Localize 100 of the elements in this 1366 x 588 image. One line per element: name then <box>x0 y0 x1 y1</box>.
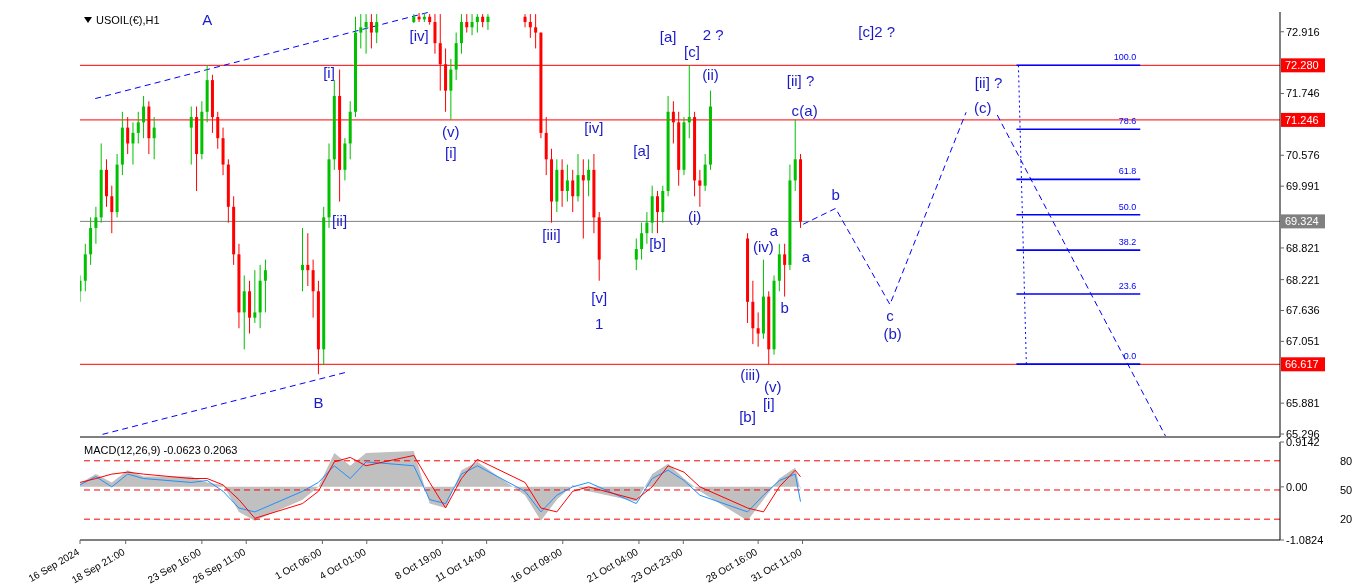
candlestick <box>459 13 463 55</box>
candlestick <box>306 232 310 287</box>
y-tick-label: -1.0824 <box>1286 533 1324 546</box>
annotation: [iii] <box>542 226 561 244</box>
annotation: b <box>831 186 840 204</box>
annotation: [i] <box>445 143 457 161</box>
candlestick <box>698 169 702 208</box>
y-tick-label: 65.881 <box>1286 397 1320 410</box>
annotation: [v] <box>591 289 608 307</box>
candlestick <box>242 274 246 350</box>
candlestick <box>661 185 665 224</box>
candlestick <box>703 153 707 192</box>
annotation: [iv] <box>409 26 429 44</box>
candlestick <box>523 13 527 28</box>
candlestick <box>369 13 373 49</box>
candlestick <box>152 116 156 160</box>
candlestick <box>253 269 257 324</box>
candlestick <box>465 13 469 34</box>
y-tick-label: 68.221 <box>1286 273 1320 286</box>
annotation: [ii] ? <box>974 73 1003 91</box>
candlestick <box>571 169 575 213</box>
y-tick-label: 68.821 <box>1286 241 1320 254</box>
series-label: 0.0 <box>1123 351 1137 362</box>
candlestick <box>263 259 267 313</box>
annotation: 1 <box>595 314 604 332</box>
annotation: (i) <box>687 208 702 226</box>
annotation: [ii] ? <box>786 71 815 89</box>
chart-title: USOIL(€),H1 <box>96 14 160 26</box>
annotation: (c) <box>973 99 992 117</box>
annotation: (ii) <box>702 66 719 84</box>
candlestick <box>449 58 453 121</box>
annotation: [i] <box>762 394 775 412</box>
candlestick <box>783 243 787 298</box>
candlestick <box>189 106 193 166</box>
annotation: (a) <box>799 101 818 119</box>
annotation: c <box>791 101 800 119</box>
annotation: (v) <box>763 377 782 395</box>
ref-line-label: 72.280 <box>1285 59 1319 72</box>
y-tick-label: 67.051 <box>1286 335 1320 348</box>
annotation: [ii] <box>332 211 348 229</box>
ref-line-label: 66.617 <box>1285 358 1319 371</box>
candlestick <box>131 121 135 166</box>
y-tick-label: 72.916 <box>1286 25 1320 38</box>
candlestick <box>576 153 580 203</box>
candlestick <box>470 13 474 36</box>
candlestick <box>587 158 591 197</box>
y-tick-label: 67.636 <box>1286 304 1320 317</box>
candlestick <box>94 206 98 245</box>
candlestick <box>560 158 564 208</box>
annotation: (b) <box>883 325 902 343</box>
candlestick <box>375 13 379 44</box>
candlestick <box>110 185 114 234</box>
candlestick <box>640 222 644 261</box>
candlestick <box>756 311 760 348</box>
y2-tick-label: 80 <box>1340 454 1353 467</box>
candlestick <box>475 13 479 34</box>
candlestick <box>793 119 797 192</box>
candlestick <box>565 164 569 203</box>
candlestick <box>311 259 315 319</box>
candlestick <box>80 274 82 303</box>
annotation: (iii) <box>740 366 761 384</box>
annotation: b <box>780 298 789 316</box>
y-tick-label: 70.576 <box>1286 149 1320 162</box>
candlestick <box>301 227 305 292</box>
candlestick <box>581 158 585 239</box>
x-tick-label: 16 Oct 09:00 <box>508 545 565 585</box>
candlestick <box>359 13 363 49</box>
annotation: [i] <box>323 63 335 81</box>
series-label: 38.2 <box>1118 237 1137 248</box>
series-label: 100.0 <box>1113 52 1137 63</box>
series-label: 23.6 <box>1118 280 1137 291</box>
candlestick <box>687 64 691 139</box>
candlestick <box>655 190 659 234</box>
annotation: A <box>202 10 213 28</box>
y-tick-label: 0.00 <box>1286 480 1308 493</box>
candlestick <box>486 13 490 31</box>
annotation: (v) <box>442 123 460 141</box>
annotation: [c]2 ? <box>858 23 896 41</box>
candlestick <box>433 13 437 55</box>
annotation: [a] <box>659 27 677 45</box>
y2-tick-label: 20 <box>1340 513 1353 526</box>
ref-line-label: 71.246 <box>1285 113 1319 126</box>
candlestick <box>528 13 532 39</box>
annotation: B <box>313 393 324 411</box>
y-tick-label: 71.746 <box>1286 87 1320 100</box>
annotation: [c] <box>684 42 700 60</box>
candlestick <box>364 13 368 55</box>
annotation: [a] <box>633 141 650 159</box>
annotation: [iv] <box>584 118 604 136</box>
y2-tick-label: 50 <box>1340 483 1353 496</box>
series-label: 50.0 <box>1118 201 1137 212</box>
annotation: [b] <box>739 407 756 425</box>
candlestick <box>645 211 649 245</box>
annotation: [b] <box>649 235 666 253</box>
annotation: a <box>801 247 811 265</box>
ref-line-label: 69.324 <box>1285 215 1319 228</box>
annotation: a <box>769 221 779 239</box>
candlestick <box>136 111 140 144</box>
annotation: (iv) <box>753 237 774 255</box>
candlestick <box>534 13 538 49</box>
